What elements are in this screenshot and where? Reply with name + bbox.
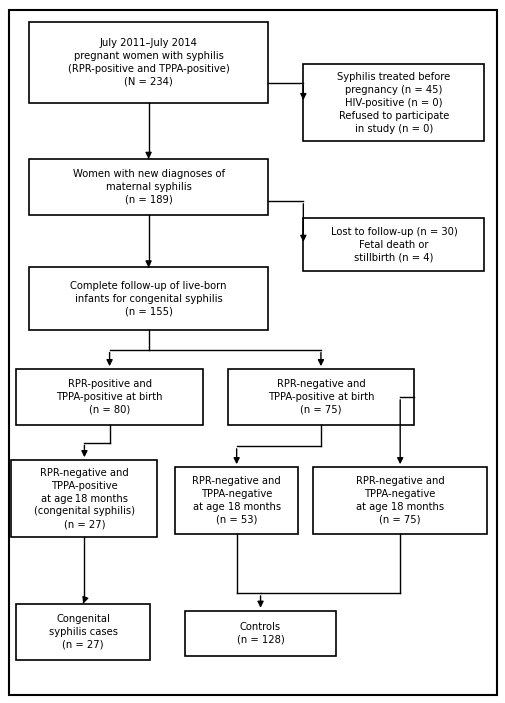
FancyBboxPatch shape	[185, 611, 335, 656]
FancyBboxPatch shape	[29, 159, 268, 215]
Text: July 2011–July 2014
pregnant women with syphilis
(RPR-positive and TPPA-positive: July 2011–July 2014 pregnant women with …	[68, 39, 229, 87]
Text: Controls
(n = 128): Controls (n = 128)	[236, 622, 284, 645]
FancyBboxPatch shape	[302, 65, 483, 141]
FancyBboxPatch shape	[17, 604, 149, 659]
FancyBboxPatch shape	[313, 467, 486, 534]
Text: RPR-negative and
TPPA-positive
at age 18 months
(congenital syphilis)
(n = 27): RPR-negative and TPPA-positive at age 18…	[34, 468, 135, 529]
FancyBboxPatch shape	[29, 267, 268, 330]
FancyBboxPatch shape	[9, 10, 496, 695]
FancyBboxPatch shape	[227, 369, 413, 425]
Text: Congenital
syphilis cases
(n = 27): Congenital syphilis cases (n = 27)	[48, 614, 118, 650]
Text: Lost to follow-up (n = 30)
Fetal death or
stillbirth (n = 4): Lost to follow-up (n = 30) Fetal death o…	[330, 227, 457, 262]
Text: Complete follow-up of live-born
infants for congenital syphilis
(n = 155): Complete follow-up of live-born infants …	[70, 281, 226, 317]
FancyBboxPatch shape	[302, 219, 483, 271]
Text: RPR-negative and
TPPA-negative
at age 18 months
(n = 75): RPR-negative and TPPA-negative at age 18…	[355, 476, 444, 524]
FancyBboxPatch shape	[29, 22, 268, 103]
FancyBboxPatch shape	[12, 460, 157, 537]
Text: RPR-negative and
TPPA-negative
at age 18 months
(n = 53): RPR-negative and TPPA-negative at age 18…	[192, 476, 280, 524]
FancyBboxPatch shape	[17, 369, 203, 425]
Text: Syphilis treated before
pregnancy (n = 45)
HIV-positive (n = 0)
Refused to parti: Syphilis treated before pregnancy (n = 4…	[337, 72, 449, 134]
Text: Women with new diagnoses of
maternal syphilis
(n = 189): Women with new diagnoses of maternal syp…	[72, 169, 224, 205]
FancyBboxPatch shape	[175, 467, 298, 534]
Text: RPR-negative and
TPPA-positive at birth
(n = 75): RPR-negative and TPPA-positive at birth …	[267, 379, 373, 415]
Text: RPR-positive and
TPPA-positive at birth
(n = 80): RPR-positive and TPPA-positive at birth …	[56, 379, 163, 415]
